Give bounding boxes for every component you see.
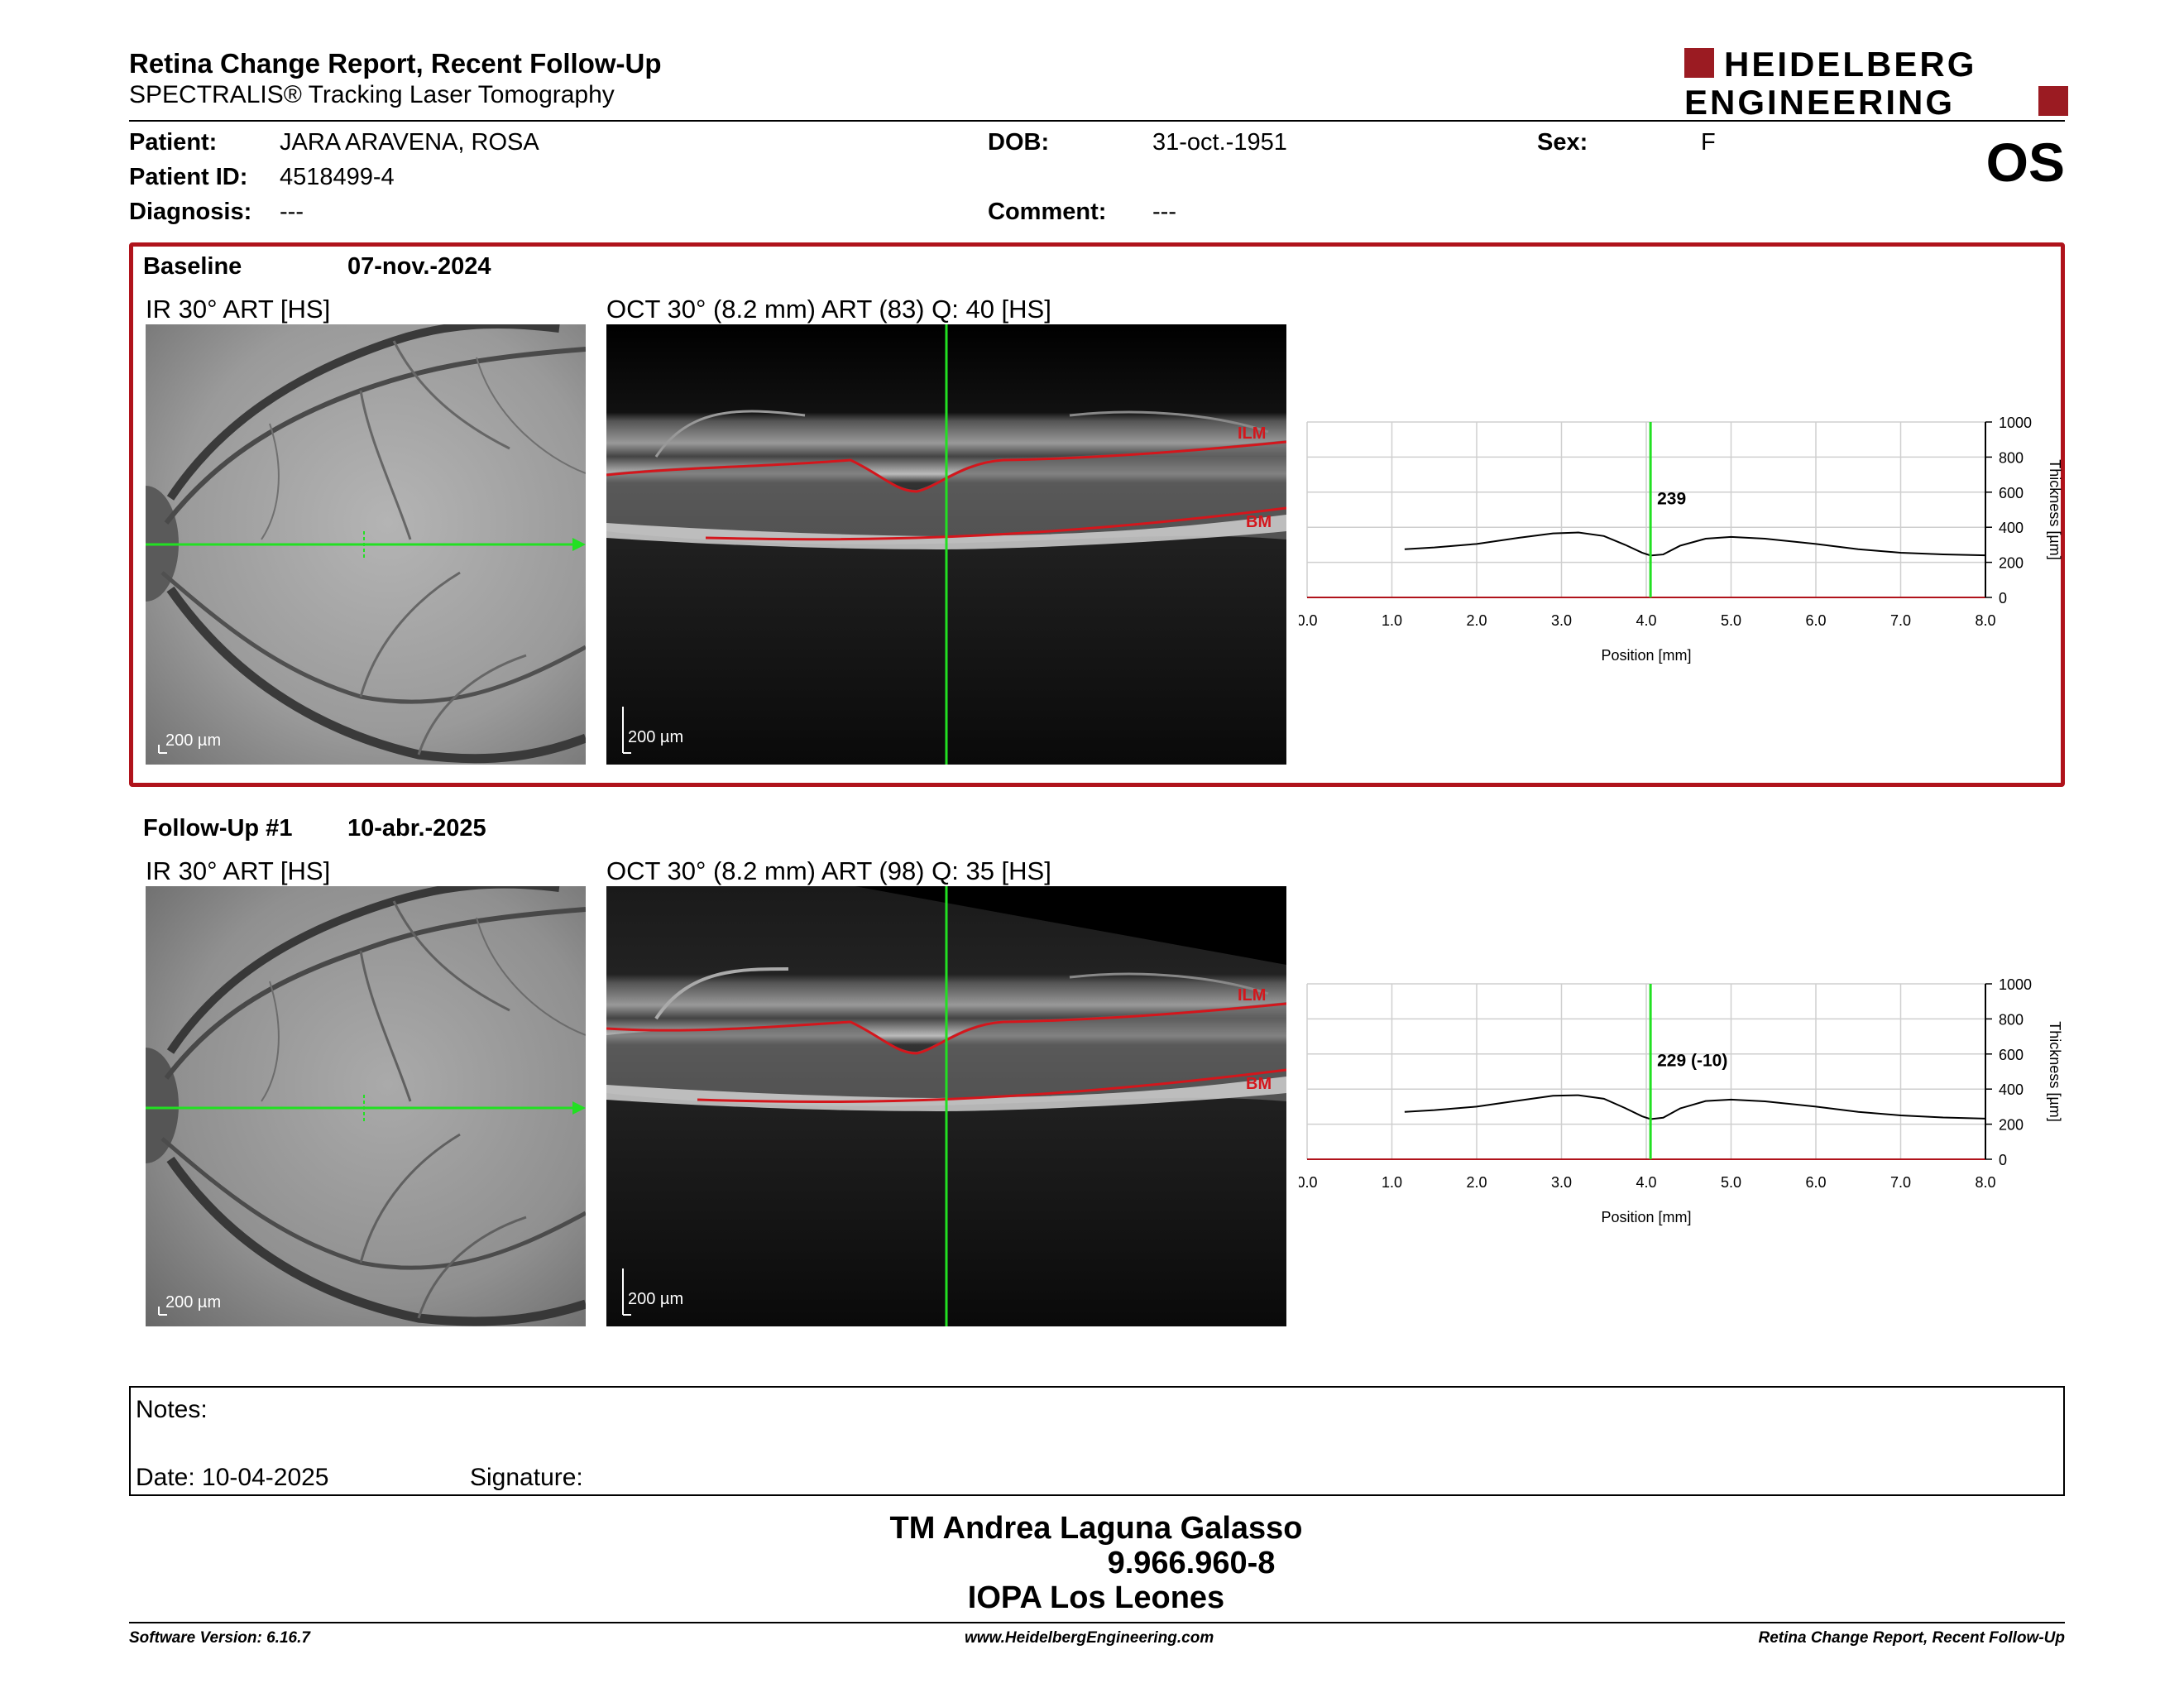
followup-ir-caption: IR 30° ART [HS] (146, 856, 331, 885)
baseline-x-tick-label: 1.0 (1382, 612, 1402, 629)
signer-name: TM Andrea Laguna Galasso (889, 1511, 1303, 1546)
report-title: Retina Change Report, Recent Follow-Up (129, 48, 662, 79)
baseline-ir-scale: 200 µm (165, 731, 222, 750)
footer-website[interactable]: www.HeidelbergEngineering.com (965, 1629, 1214, 1647)
followup-x-tick-label: 8.0 (1975, 1174, 1995, 1191)
diagnosis-value: --- (280, 199, 304, 225)
baseline-thickness-line (1404, 531, 1986, 557)
followup-oct-caption: OCT 30° (8.2 mm) ART (98) Q: 35 [HS] (606, 856, 1051, 885)
baseline-date: 07-nov.-2024 (347, 253, 491, 280)
baseline-x-tick-label: 4.0 (1636, 612, 1656, 629)
report-subtitle: SPECTRALIS® Tracking Laser Tomography (129, 81, 615, 108)
baseline-y-tick-label: 600 (1999, 485, 2024, 501)
footer-report-name: Retina Change Report, Recent Follow-Up (1758, 1629, 2065, 1647)
baseline-thickness-chart: 0.0 1.0 2.0 3.0 4.0 5.0 6.0 7.0 8.00 200 400 600 800… (1299, 415, 2063, 664)
followup-x-tick-label: 3.0 (1551, 1174, 1572, 1191)
followup-x-tick-label: 5.0 (1721, 1174, 1741, 1191)
baseline-x-tick-label: 7.0 (1890, 612, 1911, 629)
baseline-oct-caption: OCT 30° (8.2 mm) ART (83) Q: 40 [HS] (606, 295, 1051, 324)
eye-indicator: OS (1985, 132, 2065, 193)
header-divider (129, 120, 2065, 122)
followup-y-tick-label: 800 (1999, 1011, 2024, 1028)
baseline-x-tick-label: 3.0 (1551, 612, 1572, 629)
followup-x-tick-label: 2.0 (1466, 1174, 1487, 1191)
dob-label: DOB: (988, 129, 1050, 156)
baseline-y-tick-label: 400 (1999, 520, 2024, 536)
followup-bm-label: BM (1246, 1075, 1272, 1093)
followup-x-tick-label: 6.0 (1805, 1174, 1826, 1191)
patient-id: 4518499-4 (280, 164, 395, 190)
followup-x-tick-label: 1.0 (1382, 1174, 1402, 1191)
baseline-oct-scale: 200 µm (628, 728, 684, 746)
followup-date: 10-abr.-2025 (347, 815, 486, 842)
baseline-x-tick-label: 2.0 (1466, 612, 1487, 629)
sex-value: F (1701, 129, 1716, 156)
followup-ir-scale: 200 µm (165, 1293, 222, 1312)
notes-box: Notes: Date: 10-04-2025 Signature: (129, 1386, 2065, 1496)
followup-y-tick-label: 400 (1999, 1081, 2024, 1098)
signer-id: 9.966.960-8 (1107, 1546, 1276, 1580)
baseline-label: Baseline (143, 253, 242, 280)
followup-x-tick-label: 0.0 (1299, 1174, 1318, 1191)
footer-software-version: Software Version: 6.16.7 (129, 1629, 310, 1647)
baseline-x-axis-label: Position [mm] (1601, 647, 1691, 664)
followup-x-tick-label: 4.0 (1636, 1174, 1656, 1191)
followup-label: Follow-Up #1 (143, 815, 293, 842)
baseline-x-tick-label: 6.0 (1805, 612, 1826, 629)
comment-value: --- (1152, 199, 1176, 225)
patient-label: Patient: (129, 129, 218, 156)
heidelberg-logo: HEIDELBERG ENGINEERING (1684, 46, 2068, 117)
followup-oct-scale: 200 µm (628, 1290, 684, 1308)
signature-label: Signature: (470, 1464, 583, 1491)
followup-x-tick-label: 7.0 (1890, 1174, 1911, 1191)
baseline-y-axis-label: Thickness [µm] (2047, 459, 2063, 559)
followup-y-tick-label: 200 (1999, 1117, 2024, 1134)
baseline-y-tick-label: 200 (1999, 555, 2024, 572)
diagnosis-label: Diagnosis: (129, 199, 252, 225)
followup-x-axis-label: Position [mm] (1601, 1209, 1691, 1225)
notes-date: Date: 10-04-2025 (136, 1464, 329, 1491)
followup-y-axis-label: Thickness [µm] (2047, 1021, 2063, 1121)
baseline-y-tick-label: 800 (1999, 449, 2024, 466)
followup-ir-image: 200 µm (146, 886, 586, 1326)
footer-divider (129, 1622, 2065, 1623)
baseline-marker-value: 239 (1657, 490, 1686, 509)
baseline-bm-label: BM (1246, 513, 1272, 531)
baseline-ir-image: 200 µm (146, 324, 586, 765)
followup-thickness-chart: 0.0 1.0 2.0 3.0 4.0 5.0 6.0 7.0 8.00 200 400 600 800… (1299, 976, 2063, 1225)
followup-y-tick-label: 600 (1999, 1047, 2024, 1063)
comment-label: Comment: (988, 199, 1107, 225)
patient-name: JARA ARAVENA, ROSA (280, 129, 539, 156)
baseline-frame (129, 242, 2065, 787)
baseline-x-tick-label: 5.0 (1721, 612, 1741, 629)
baseline-oct-image: ILM BM 200 µm (606, 324, 1286, 765)
signer-org: IOPA Los Leones (967, 1580, 1225, 1615)
followup-ilm-label: ILM (1238, 986, 1266, 1005)
baseline-x-tick-label: 8.0 (1975, 612, 1995, 629)
svg-text:ENGINEERING: ENGINEERING (1684, 83, 1955, 117)
baseline-y-tick-label: 0 (1999, 590, 2007, 607)
followup-oct-image: ILM BM 200 µm (606, 886, 1286, 1326)
sex-label: Sex: (1537, 129, 1588, 156)
baseline-y-tick-label: 1000 (1999, 415, 2032, 431)
followup-thickness-line (1404, 1094, 1986, 1120)
followup-marker-value: 229 (-10) (1657, 1052, 1727, 1071)
baseline-x-tick-label: 0.0 (1299, 612, 1318, 629)
dob-value: 31-oct.-1951 (1152, 129, 1287, 156)
notes-label: Notes: (136, 1396, 208, 1423)
followup-y-tick-label: 0 (1999, 1152, 2007, 1168)
svg-text:HEIDELBERG: HEIDELBERG (1724, 46, 1976, 84)
followup-y-tick-label: 1000 (1999, 976, 2032, 993)
patient-id-label: Patient ID: (129, 164, 248, 190)
baseline-ir-caption: IR 30° ART [HS] (146, 295, 331, 324)
baseline-ilm-label: ILM (1238, 424, 1266, 443)
